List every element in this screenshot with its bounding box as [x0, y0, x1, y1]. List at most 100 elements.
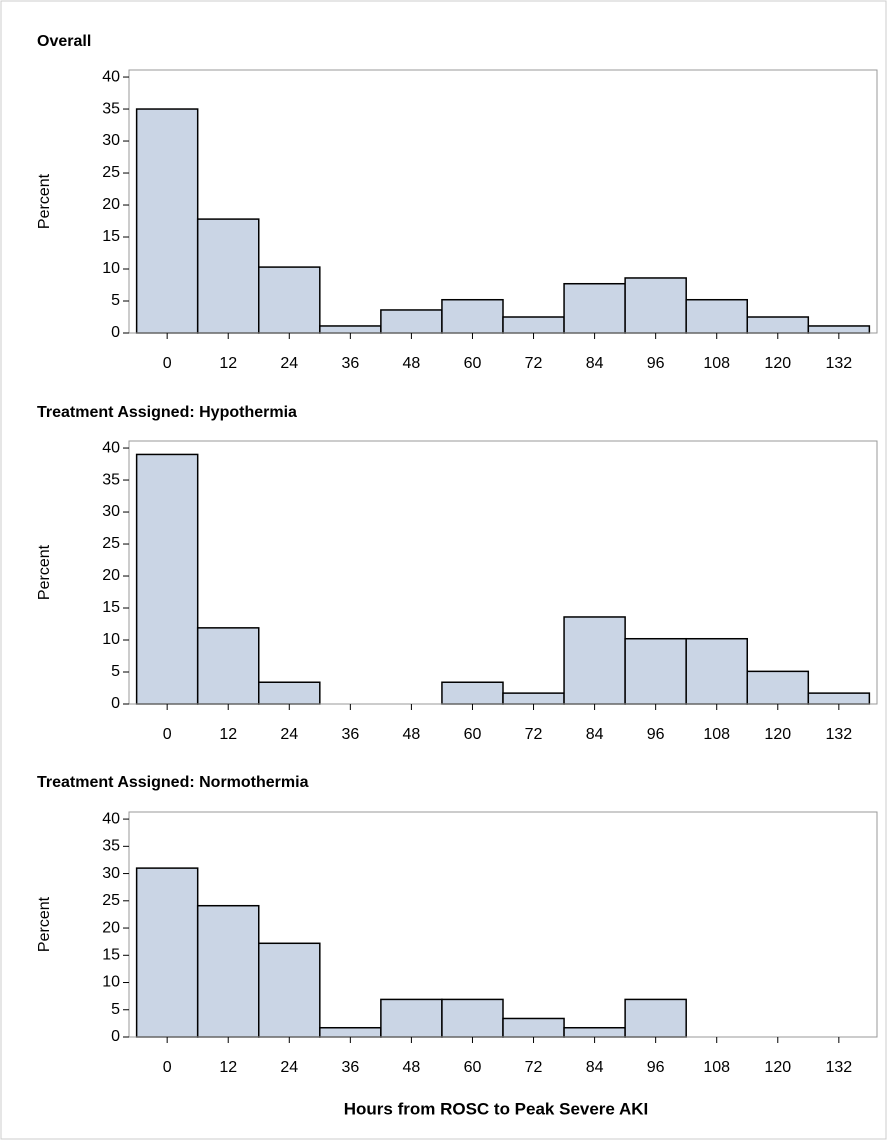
- y-tick-label: 35: [102, 100, 120, 117]
- y-axis-label: Percent: [36, 544, 53, 600]
- bar: [624, 637, 687, 705]
- y-tick-label: 15: [102, 228, 120, 245]
- bar: [319, 1026, 382, 1038]
- bar: [441, 298, 504, 334]
- x-tick-label: 36: [341, 1059, 359, 1076]
- bar: [563, 1026, 626, 1038]
- x-tick-label: 60: [464, 355, 482, 372]
- x-axis-label: Hours from ROSC to Peak Severe AKI: [344, 1099, 649, 1118]
- x-tick-label: 84: [586, 726, 604, 743]
- bar: [685, 298, 748, 334]
- bar: [196, 218, 260, 334]
- y-tick-label: 35: [102, 471, 120, 488]
- y-tick-label: 40: [102, 810, 120, 827]
- bar: [746, 670, 810, 705]
- bar: [380, 309, 443, 334]
- bar: [807, 325, 871, 334]
- y-tick-label: 5: [111, 1001, 120, 1018]
- x-tick-label: 48: [403, 355, 421, 372]
- x-tick-label: 108: [703, 1059, 730, 1076]
- y-tick-label: 25: [102, 892, 120, 909]
- x-tick-label: 96: [647, 355, 665, 372]
- x-tick-label: 84: [586, 1059, 604, 1076]
- y-tick-label: 25: [102, 535, 120, 552]
- bar: [258, 942, 321, 1038]
- x-tick-label: 12: [219, 355, 237, 372]
- x-tick-label: 36: [341, 355, 359, 372]
- bar: [135, 453, 199, 705]
- x-tick-label: 84: [586, 355, 604, 372]
- bar: [135, 108, 199, 334]
- plot-frame: [128, 440, 878, 705]
- x-tick-label: 72: [525, 355, 543, 372]
- y-tick-label: 10: [102, 974, 120, 991]
- y-axis-label: Percent: [36, 896, 53, 952]
- y-tick-label: 0: [111, 695, 120, 712]
- y-tick-label: 20: [102, 196, 120, 213]
- bar: [563, 282, 626, 334]
- x-tick-label: 132: [825, 355, 852, 372]
- x-tick-label: 108: [703, 726, 730, 743]
- x-tick-label: 36: [341, 726, 359, 743]
- bar: [502, 692, 565, 705]
- x-tick-label: 12: [219, 726, 237, 743]
- x-tick-label: 24: [280, 1059, 298, 1076]
- plot-frame: [128, 811, 878, 1038]
- x-tick-label: 132: [825, 1059, 852, 1076]
- bar: [258, 681, 321, 705]
- x-tick-label: 0: [163, 1059, 172, 1076]
- y-tick-label: 5: [111, 663, 120, 680]
- x-tick-label: 24: [280, 355, 298, 372]
- bar: [502, 1017, 565, 1038]
- y-tick-label: 15: [102, 946, 120, 963]
- x-tick-label: 72: [525, 1059, 543, 1076]
- y-tick-label: 20: [102, 567, 120, 584]
- x-tick-label: 60: [464, 1059, 482, 1076]
- y-tick-label: 10: [102, 631, 120, 648]
- y-tick-label: 0: [111, 324, 120, 341]
- x-tick-label: 108: [703, 355, 730, 372]
- bar: [196, 627, 260, 705]
- x-tick-label: 96: [647, 1059, 665, 1076]
- y-tick-label: 5: [111, 292, 120, 309]
- y-tick-label: 15: [102, 599, 120, 616]
- bar: [502, 316, 565, 334]
- y-tick-label: 35: [102, 838, 120, 855]
- x-tick-label: 0: [163, 355, 172, 372]
- y-tick-label: 30: [102, 865, 120, 882]
- y-tick-label: 40: [102, 68, 120, 85]
- x-tick-label: 48: [403, 1059, 421, 1076]
- plot-frame: [128, 69, 878, 334]
- y-tick-label: 0: [111, 1028, 120, 1045]
- x-tick-label: 48: [403, 726, 421, 743]
- x-tick-label: 24: [280, 726, 298, 743]
- y-axis-label: Percent: [36, 173, 53, 229]
- y-tick-label: 10: [102, 260, 120, 277]
- x-tick-label: 0: [163, 726, 172, 743]
- bar: [319, 325, 382, 334]
- bar: [441, 998, 504, 1038]
- bar: [624, 277, 687, 334]
- bar: [258, 266, 321, 334]
- y-tick-label: 30: [102, 132, 120, 149]
- x-tick-label: 120: [764, 355, 791, 372]
- x-tick-label: 96: [647, 726, 665, 743]
- bar: [441, 681, 504, 705]
- y-tick-label: 30: [102, 503, 120, 520]
- y-tick-label: 25: [102, 164, 120, 181]
- bar: [196, 904, 260, 1038]
- x-tick-label: 120: [764, 1059, 791, 1076]
- x-tick-label: 60: [464, 726, 482, 743]
- panel-title: Overall: [37, 33, 91, 50]
- bar: [380, 998, 443, 1038]
- bar: [746, 316, 810, 334]
- panel-title: Treatment Assigned: Hypothermia: [37, 404, 297, 421]
- bar: [563, 616, 626, 705]
- x-tick-label: 132: [825, 726, 852, 743]
- bar: [624, 998, 687, 1038]
- y-tick-label: 20: [102, 919, 120, 936]
- panel-title: Treatment Assigned: Normothermia: [37, 774, 309, 791]
